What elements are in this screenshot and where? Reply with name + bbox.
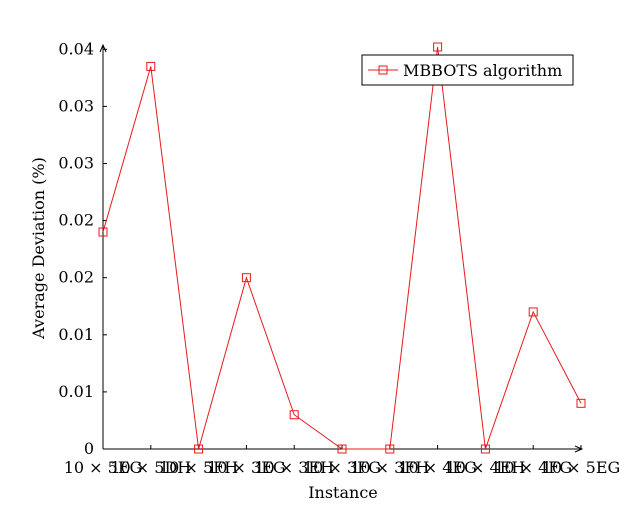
x-axis-arrow	[574, 445, 584, 453]
y-tick-label: 0.02	[58, 268, 94, 287]
y-tick-label: 0.03	[58, 96, 94, 115]
data-point	[528, 307, 538, 317]
series-line	[102, 46, 582, 450]
data-point	[337, 444, 347, 454]
x-tick-label: 10 × 5DH	[110, 458, 191, 477]
legend: MBBOTS algorithm	[361, 54, 574, 86]
legend-label: MBBOTS algorithm	[403, 61, 562, 80]
y-axis-title: Average Deviation (%)	[29, 157, 48, 340]
data-point	[289, 410, 299, 420]
data-point	[241, 273, 251, 283]
series-group	[98, 42, 586, 454]
y-tick-label: 0	[84, 439, 94, 458]
data-point	[576, 398, 586, 408]
y-tick-label: 0.02	[58, 211, 94, 230]
data-point	[98, 227, 108, 237]
y-tick-label: 0.01	[58, 325, 94, 344]
data-point	[480, 444, 490, 454]
x-tick-label: 10 × 3EG	[207, 458, 286, 477]
x-tick-label: 10 × 4FG	[494, 458, 572, 477]
x-tick-label: 10 × 4EH	[446, 458, 526, 477]
x-tick-label: 10 × 5EG	[64, 458, 143, 477]
x-tick-label: 10 × 3FG	[303, 458, 381, 477]
data-point	[146, 61, 156, 71]
data-point	[194, 444, 204, 454]
x-tick-label: 10 × 4EG	[398, 458, 477, 477]
legend-marker	[378, 65, 388, 75]
x-tick-label: 10 × 5FH	[159, 458, 238, 477]
x-tick-label: 10 × 5EG	[542, 458, 621, 477]
y-tick-label: 0.04	[58, 39, 94, 58]
y-axis-ticks: 0 0.01 0.01 0.02 0.02 0.03 0.03 0.04	[58, 39, 107, 458]
y-tick-label: 0.03	[58, 153, 94, 172]
data-point	[433, 42, 443, 52]
x-axis-title: Instance	[308, 483, 378, 502]
data-point	[385, 444, 395, 454]
axes	[99, 43, 584, 453]
y-tick-label: 0.01	[58, 382, 94, 401]
x-tick-label: 10 × 3FH	[350, 458, 429, 477]
x-tick-label: 10 × 3EH	[254, 458, 334, 477]
